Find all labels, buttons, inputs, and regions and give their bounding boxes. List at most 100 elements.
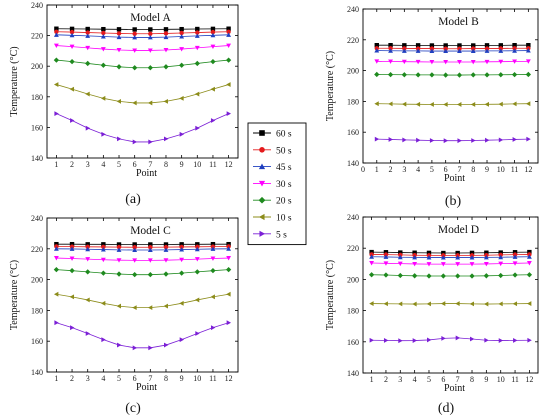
y-tick-label: 220	[31, 245, 43, 254]
data-point	[374, 48, 380, 53]
data-point	[116, 48, 122, 53]
data-point	[429, 59, 435, 65]
data-point	[179, 300, 184, 306]
data-point	[512, 46, 517, 51]
data-point	[148, 27, 153, 32]
plot-frame	[46, 217, 239, 373]
data-point	[101, 131, 106, 137]
data-point	[132, 258, 138, 263]
y-tick-label: 240	[31, 1, 43, 10]
data-point	[69, 44, 75, 50]
x-axis-label: Point	[444, 173, 465, 184]
y-tick-label: 200	[31, 62, 43, 71]
series-line	[376, 138, 529, 142]
data-point	[226, 43, 232, 48]
data-point	[383, 337, 389, 343]
data-point	[498, 48, 504, 53]
x-tick-label: 2	[70, 374, 74, 383]
data-point	[527, 337, 532, 343]
x-tick-label: 7	[148, 374, 152, 383]
data-point	[388, 42, 393, 48]
data-point	[147, 247, 153, 253]
data-point	[402, 137, 407, 143]
y-tick-label: 140	[347, 159, 359, 168]
data-point	[179, 30, 184, 36]
data-point	[455, 262, 461, 267]
data-point	[70, 325, 75, 331]
x-tick-label: 7	[148, 160, 152, 169]
data-point	[374, 71, 380, 78]
data-point	[469, 255, 475, 260]
data-point	[443, 48, 449, 54]
data-point	[163, 48, 169, 53]
series-30s	[369, 261, 532, 267]
legend-entry: 10 s	[253, 214, 292, 224]
data-point	[148, 31, 153, 36]
data-point	[383, 272, 389, 278]
data-point	[526, 272, 533, 278]
data-point	[100, 95, 106, 101]
data-point	[69, 256, 75, 261]
data-point	[85, 244, 90, 249]
data-point	[512, 137, 517, 142]
data-point	[512, 101, 517, 107]
data-point	[483, 261, 489, 267]
x-tick-label: 12	[525, 375, 533, 384]
panel-label: (c)	[125, 401, 141, 416]
x-tick-label: 10	[193, 374, 201, 383]
data-point	[369, 254, 375, 259]
data-point	[512, 59, 517, 64]
data-point	[194, 91, 200, 97]
data-point	[179, 131, 185, 137]
data-point	[387, 71, 394, 78]
series-line	[56, 45, 229, 51]
data-point	[100, 300, 106, 306]
legend-label: 20 s	[276, 197, 292, 207]
data-point	[85, 91, 90, 97]
data-point	[388, 137, 393, 142]
data-point	[53, 82, 59, 87]
x-tick-label: 8	[471, 165, 475, 174]
y-tick-label: 180	[31, 306, 43, 315]
series-line	[56, 269, 229, 276]
data-point	[226, 320, 232, 326]
data-point	[369, 301, 374, 306]
data-point	[443, 59, 449, 65]
x-tick-label: 10	[497, 375, 505, 384]
x-tick-label: 10	[497, 165, 505, 174]
data-point	[225, 266, 232, 273]
data-point	[85, 30, 90, 35]
series-line	[56, 113, 229, 143]
y-tick-label: 200	[347, 275, 359, 284]
x-tick-label: 9	[485, 165, 489, 174]
data-point	[54, 111, 59, 117]
data-point	[69, 294, 75, 300]
data-point	[457, 43, 462, 48]
x-tick-label: 11	[209, 160, 217, 169]
data-point	[194, 269, 200, 275]
data-point	[374, 101, 379, 107]
data-point	[429, 46, 435, 51]
data-point	[401, 72, 407, 78]
data-point	[85, 45, 91, 51]
data-point	[69, 246, 75, 251]
chart-title: Model C	[130, 225, 171, 237]
x-tick-label: 11	[511, 165, 519, 174]
data-point	[368, 272, 375, 278]
y-tick-label: 220	[347, 244, 359, 253]
data-point	[469, 301, 474, 307]
x-tick-label: 8	[164, 160, 168, 169]
data-point	[147, 100, 153, 106]
data-point	[163, 31, 169, 36]
data-point	[498, 72, 504, 78]
data-point	[401, 48, 407, 53]
data-point	[498, 261, 504, 267]
series-10s	[53, 291, 231, 311]
series-50s	[54, 29, 231, 36]
series-line	[376, 103, 529, 105]
data-point	[484, 72, 490, 78]
data-point	[163, 244, 169, 250]
data-point	[132, 100, 137, 106]
legend-entry: 60 s	[253, 130, 292, 140]
data-point	[210, 325, 216, 331]
